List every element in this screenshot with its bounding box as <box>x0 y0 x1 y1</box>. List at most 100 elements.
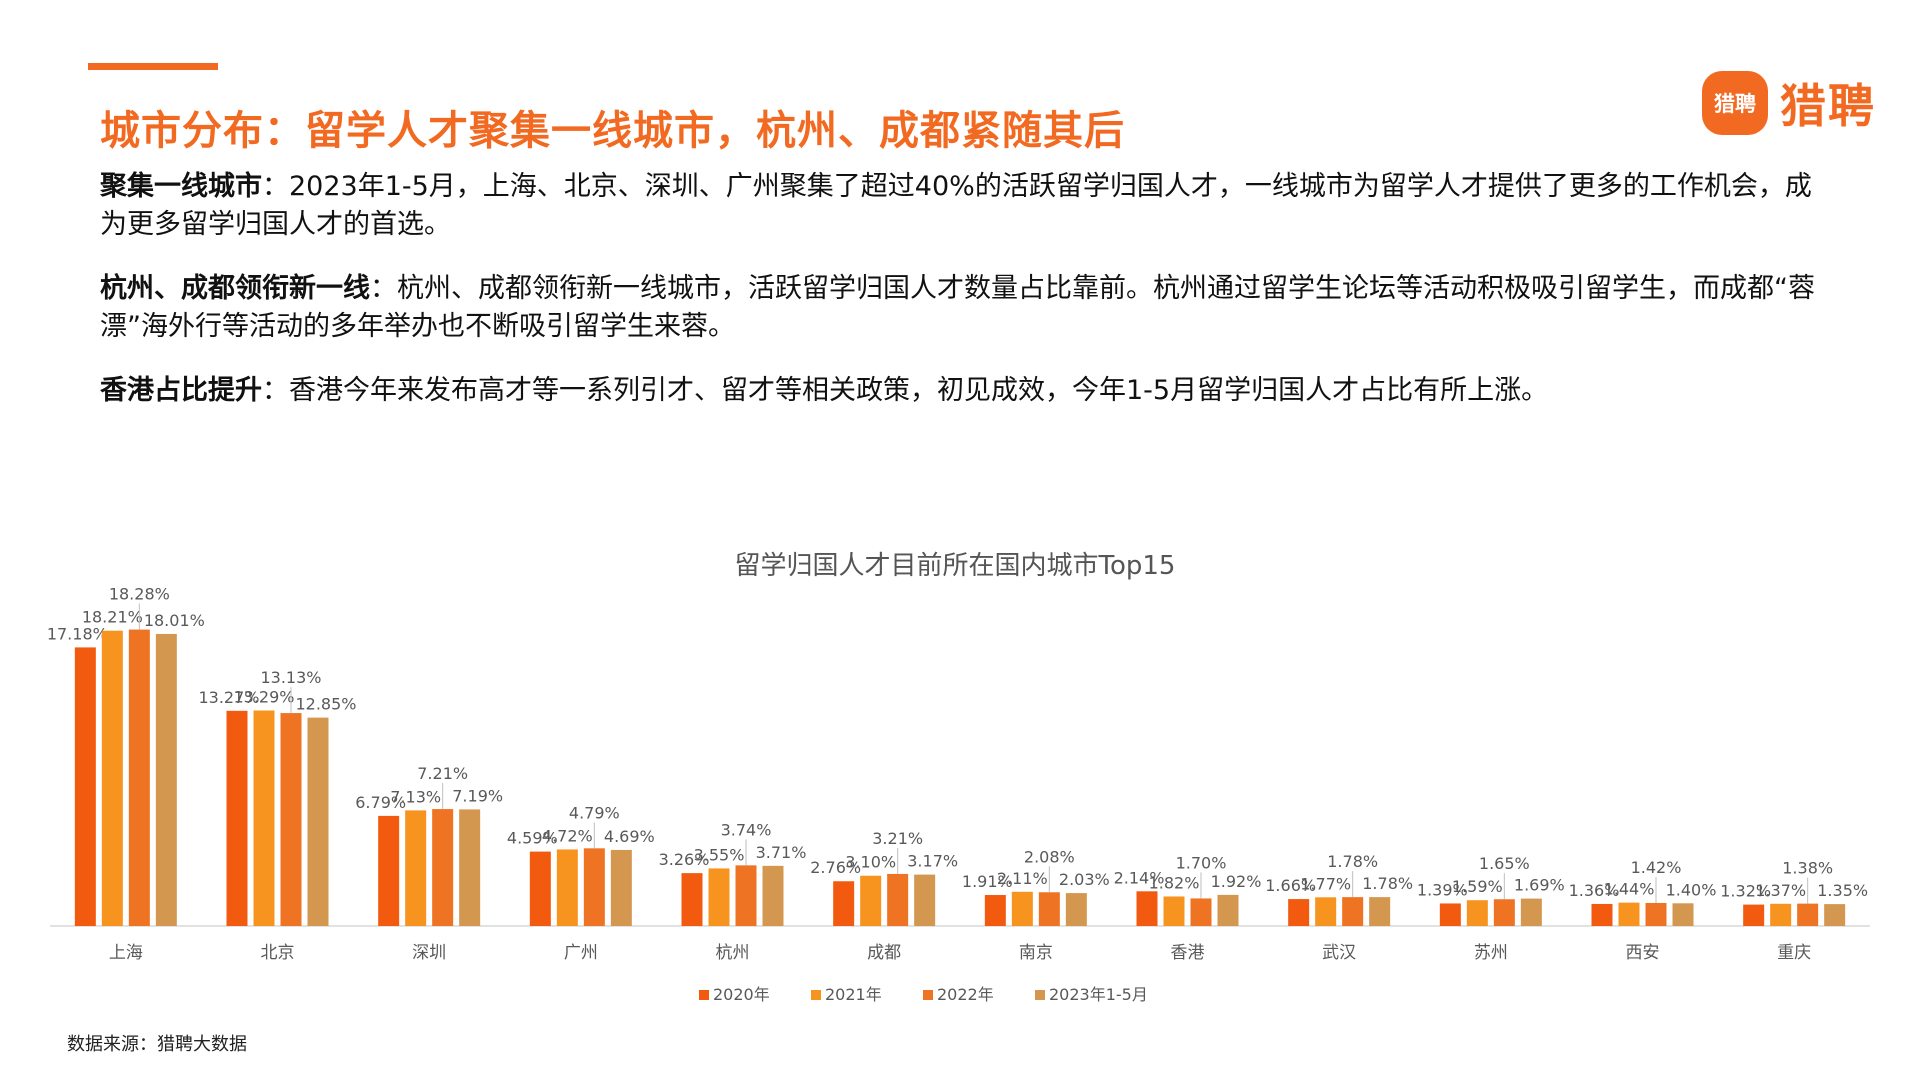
paragraph-separator: ： <box>370 273 397 304</box>
bar <box>1466 900 1488 926</box>
data-label: 3.74% <box>721 820 772 839</box>
data-label: 1.70% <box>1176 853 1227 872</box>
bar <box>914 874 936 926</box>
data-label: 2.11% <box>997 869 1048 888</box>
x-tick-label: 北京 <box>261 943 295 963</box>
legend-label: 2020年 <box>713 985 770 1004</box>
data-label: 18.21% <box>82 608 143 627</box>
bar <box>1824 904 1846 926</box>
data-label: 1.32% <box>1720 882 1771 901</box>
paragraph-separator: ： <box>262 171 289 202</box>
data-label: 7.13% <box>390 787 441 806</box>
bar <box>101 630 123 926</box>
logo-badge-text: 猎聘 <box>1714 92 1756 116</box>
data-label: 1.91% <box>962 872 1013 891</box>
bar <box>1315 897 1337 926</box>
data-label: 2.76% <box>810 858 861 877</box>
bar <box>405 810 427 926</box>
data-label: 1.92% <box>1211 872 1262 891</box>
legend-swatch <box>699 990 709 1000</box>
data-label: 4.79% <box>569 803 620 822</box>
bar <box>529 851 551 926</box>
bar <box>1342 897 1364 926</box>
paragraph-text: 杭州、成都领衔新一线城市，活跃留学归国人才数量占比靠前。杭州通过留学生论坛等活动… <box>100 273 1815 342</box>
data-label: 3.71% <box>756 843 807 862</box>
bar <box>556 849 578 926</box>
data-label: 17.18% <box>47 624 108 643</box>
data-label: 2.14% <box>1114 868 1165 887</box>
data-label: 2.03% <box>1059 870 1110 889</box>
bar <box>307 717 329 926</box>
x-tick-label: 成都 <box>867 943 901 963</box>
liepin-logo: 猎聘 猎聘 <box>1702 70 1876 136</box>
bar <box>253 710 275 926</box>
x-tick-label: 杭州 <box>716 943 750 963</box>
bar <box>74 647 96 926</box>
bar <box>610 849 632 926</box>
bar <box>708 868 730 926</box>
paragraph-heading: 香港占比提升 <box>100 375 262 406</box>
data-label: 13.29% <box>233 687 294 706</box>
bar <box>735 865 757 926</box>
legend-label: 2023年1-5月 <box>1049 985 1148 1004</box>
data-label: 4.59% <box>507 829 558 848</box>
bar <box>155 633 177 926</box>
bar <box>1190 898 1212 926</box>
data-label: 12.85% <box>295 695 356 714</box>
bar <box>459 809 481 926</box>
bar-chart: 留学归国人才目前所在国内城市Top15 17.18%18.21% 18.28% 18… <box>47 551 1870 1004</box>
x-tick-label: 苏州 <box>1474 943 1508 963</box>
x-tick-label: 西安 <box>1626 943 1660 963</box>
bar <box>1369 897 1391 926</box>
x-tick-label: 香港 <box>1171 943 1205 963</box>
data-label: 1.82% <box>1149 873 1200 892</box>
legend-swatch <box>1035 990 1045 1000</box>
data-label: 13.27% <box>198 688 259 707</box>
data-label: 7.21% <box>417 764 468 783</box>
bar <box>1038 892 1060 926</box>
bar <box>1217 894 1239 926</box>
data-label: 1.78% <box>1362 874 1413 893</box>
bar <box>1743 904 1765 926</box>
x-tick-label: 武汉 <box>1322 943 1356 963</box>
bar <box>681 873 703 926</box>
data-label: 6.79% <box>355 793 406 812</box>
data-label: 3.26% <box>659 850 710 869</box>
bar <box>1136 891 1158 926</box>
data-label: 18.28% <box>109 585 170 604</box>
page-title: 城市分布：留学人才聚集一线城市，杭州、成都紧随其后 <box>100 108 1125 154</box>
data-label: 2.08% <box>1024 847 1075 866</box>
bar <box>1618 902 1640 926</box>
data-label: 1.66% <box>1265 876 1316 895</box>
bar <box>860 875 882 926</box>
data-label: 1.44% <box>1604 880 1655 899</box>
data-label: 1.69% <box>1514 876 1565 895</box>
x-tick-label: 重庆 <box>1777 943 1811 963</box>
bar <box>833 881 855 926</box>
x-tick-label: 广州 <box>564 943 598 963</box>
bar <box>1439 903 1461 926</box>
bar <box>226 710 248 926</box>
bar <box>762 865 784 926</box>
legend-label: 2021年 <box>825 985 882 1004</box>
paragraph-heading: 聚集一线城市 <box>100 171 262 202</box>
logo-wordmark: 猎聘 <box>1780 79 1876 133</box>
bar <box>1493 899 1515 926</box>
data-label: 3.17% <box>907 852 958 871</box>
data-label: 1.42% <box>1631 858 1682 877</box>
paragraph-text: 香港今年来发布高才等一系列引才、留才等相关政策，初见成效，今年1-5月留学归国人… <box>289 375 1549 406</box>
paragraph-first-tier: 聚集一线城市：2023年1-5月，上海、北京、深圳、广州聚集了超过40%的活跃留… <box>100 168 1820 244</box>
bar <box>128 629 150 926</box>
chart-title: 留学归国人才目前所在国内城市Top15 <box>735 551 1176 581</box>
data-label: 3.21% <box>872 829 923 848</box>
bar <box>1288 899 1310 926</box>
bar <box>1797 903 1819 926</box>
data-label: 1.37% <box>1755 881 1806 900</box>
paragraph-text: 2023年1-5月，上海、北京、深圳、广州聚集了超过40%的活跃留学归国人才，一… <box>100 171 1812 240</box>
bar <box>1645 902 1667 926</box>
data-label: 1.36% <box>1569 881 1620 900</box>
data-label: 3.55% <box>694 845 745 864</box>
bar <box>1672 903 1694 926</box>
bar <box>1011 891 1033 926</box>
chart-legend: 2020年 2021年 2022年 2023年1-5月 <box>699 985 1148 1004</box>
